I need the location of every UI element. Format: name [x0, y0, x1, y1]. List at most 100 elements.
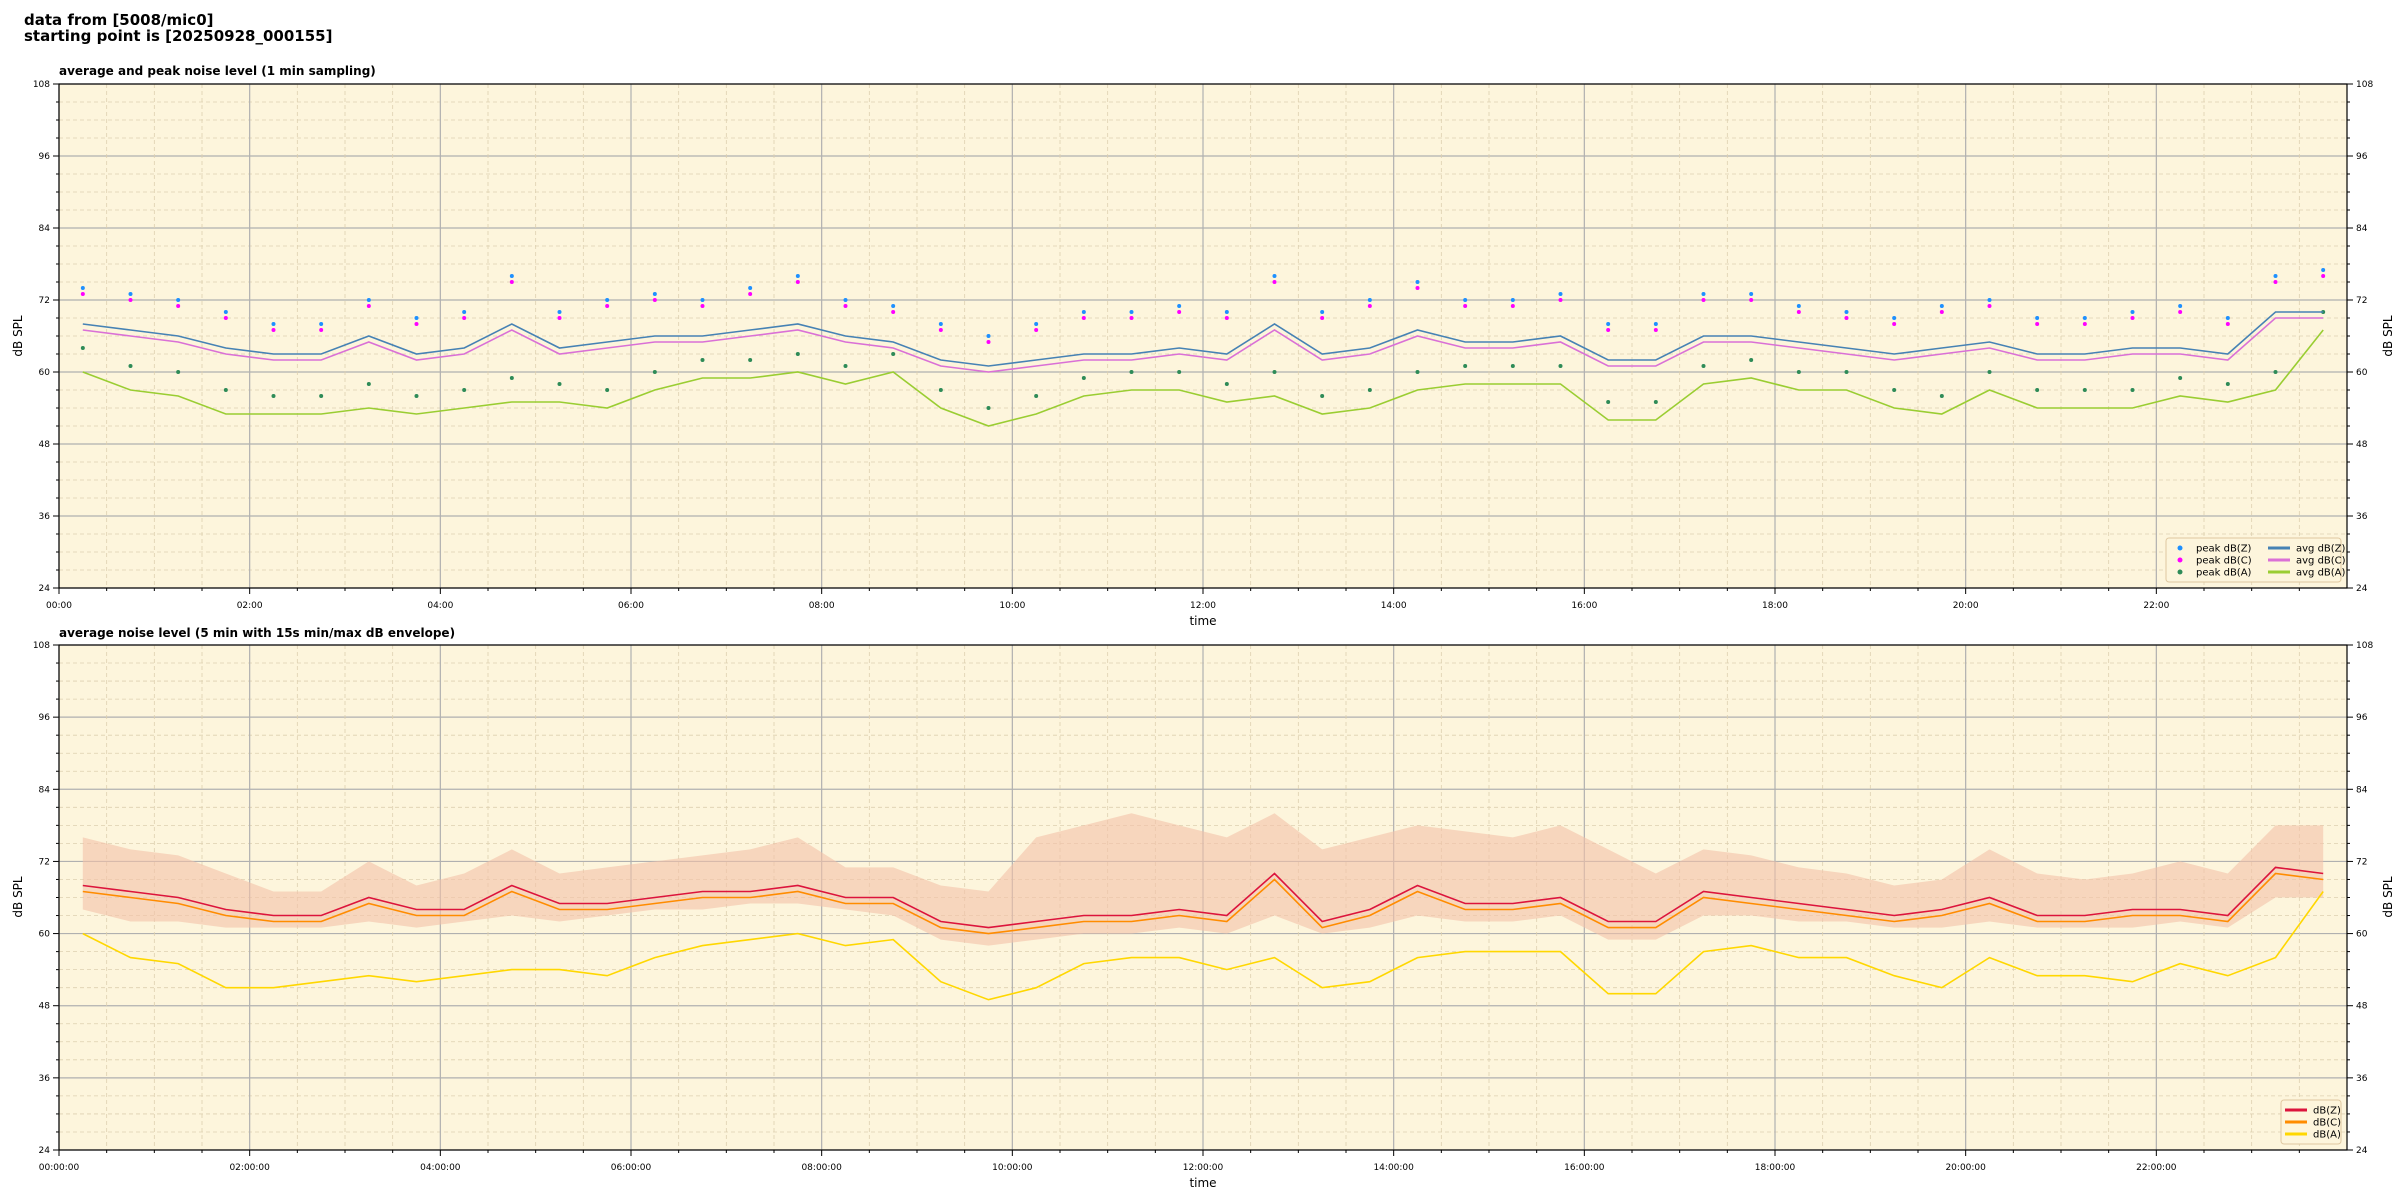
y-tick-label-right: 96: [2356, 713, 2368, 723]
point-peak-db-a: [1081, 376, 1086, 380]
point-peak-db-a: [1653, 400, 1658, 404]
point-peak-db-a: [2082, 388, 2087, 392]
point-peak-db-c: [2178, 310, 2183, 314]
y-tick-label-left: 96: [39, 713, 51, 723]
point-peak-db-c: [414, 322, 419, 326]
envelope-band: [82, 813, 2324, 946]
x-tick-label: 06:00:00: [611, 1163, 652, 1173]
y-tick-label-left: 108: [33, 641, 50, 651]
y-tick-label-left: 48: [39, 440, 51, 450]
y-tick-label-left: 72: [39, 296, 50, 306]
point-peak-db-c: [795, 280, 800, 284]
point-peak-db-a: [891, 352, 896, 356]
legend-label: avg dB(Z): [2296, 544, 2346, 555]
y-tick-label-left: 48: [39, 1002, 51, 1012]
point-peak-db-c: [1558, 298, 1563, 302]
y-tick-label-right: 72: [2356, 296, 2367, 306]
plot1-title: average and peak noise level (1 min samp…: [59, 64, 376, 78]
header-start: starting point is [20250928_000155]: [24, 27, 333, 45]
series-line-db-c: [82, 872, 2324, 935]
x-tick-label: 02:00:00: [229, 1163, 270, 1173]
plot1-frame: [58, 83, 2348, 589]
point-peak-db-c: [366, 304, 371, 308]
point-peak-db-a: [1272, 370, 1277, 374]
y-tick-label-left: 108: [33, 80, 50, 90]
x-tick-label: 18:00:00: [1755, 1163, 1796, 1173]
plot2-title: average noise level (5 min with 15s min/…: [59, 626, 455, 640]
point-peak-db-c: [1463, 304, 1468, 308]
point-peak-db-z: [1987, 298, 1992, 302]
point-peak-db-a: [319, 394, 324, 398]
point-peak-db-c: [128, 298, 133, 302]
point-peak-db-a: [1606, 400, 1611, 404]
point-peak-db-z: [605, 298, 610, 302]
series-line-db-z: [82, 866, 2324, 929]
point-peak-db-z: [414, 316, 419, 320]
point-peak-db-c: [1892, 322, 1897, 326]
x-tick-label: 18:00: [1762, 601, 1788, 611]
point-peak-db-z: [1796, 304, 1801, 308]
x-tick-label: 14:00: [1381, 601, 1407, 611]
x-tick-label: 08:00:00: [801, 1163, 842, 1173]
point-peak-db-z: [80, 286, 85, 290]
point-peak-db-c: [843, 304, 848, 308]
point-peak-db-c: [1796, 310, 1801, 314]
point-peak-db-z: [2130, 310, 2135, 314]
point-peak-db-c: [1177, 310, 1182, 314]
point-peak-db-c: [223, 316, 228, 320]
x-tick-label: 14:00:00: [1373, 1163, 1414, 1173]
y-tick-label-right: 60: [2356, 368, 2368, 378]
legend-label: peak dB(C): [2196, 556, 2252, 567]
point-peak-db-z: [2273, 274, 2278, 278]
plot1-xlabel: time: [1189, 614, 1216, 628]
y-tick-label-left: 60: [39, 368, 51, 378]
point-peak-db-a: [2035, 388, 2040, 392]
plot1-ylabel-right: dB SPL: [2381, 315, 2395, 357]
point-peak-db-c: [176, 304, 181, 308]
point-peak-db-a: [223, 388, 228, 392]
series-line-avg-db-a: [82, 329, 2324, 427]
point-peak-db-c: [1415, 286, 1420, 290]
y-tick-label-right: 24: [2356, 584, 2368, 594]
x-tick-label: 16:00:00: [1564, 1163, 1605, 1173]
legend-marker: [2177, 569, 2183, 575]
point-peak-db-a: [2273, 370, 2278, 374]
point-peak-db-c: [1606, 328, 1611, 332]
point-peak-db-z: [1367, 298, 1372, 302]
series-line-avg-db-c: [82, 317, 2324, 373]
x-tick-label: 04:00: [427, 601, 453, 611]
point-peak-db-c: [891, 310, 896, 314]
y-tick-label-right: 96: [2356, 152, 2368, 162]
point-peak-db-a: [1796, 370, 1801, 374]
point-peak-db-c: [1939, 310, 1944, 314]
point-peak-db-z: [891, 304, 896, 308]
point-peak-db-z: [1510, 298, 1515, 302]
point-peak-db-c: [2321, 274, 2326, 278]
point-peak-db-z: [509, 274, 514, 278]
y-tick-label-right: 60: [2356, 930, 2368, 940]
point-peak-db-z: [1081, 310, 1086, 314]
y-tick-label-right: 36: [2356, 1074, 2368, 1084]
point-peak-db-z: [843, 298, 848, 302]
point-peak-db-a: [1892, 388, 1897, 392]
x-tick-label: 20:00: [1953, 601, 1979, 611]
x-tick-label: 02:00: [237, 601, 263, 611]
point-peak-db-a: [1844, 370, 1849, 374]
y-tick-label-right: 72: [2356, 857, 2367, 867]
y-tick-label-right: 108: [2356, 80, 2373, 90]
point-peak-db-z: [652, 292, 657, 296]
point-peak-db-z: [176, 298, 181, 302]
point-peak-db-z: [1224, 310, 1229, 314]
point-peak-db-z: [1034, 322, 1039, 326]
point-peak-db-c: [1224, 316, 1229, 320]
legend-label: peak dB(Z): [2196, 544, 2252, 555]
point-peak-db-a: [2178, 376, 2183, 380]
point-peak-db-c: [1081, 316, 1086, 320]
legend-label: dB(A): [2313, 1130, 2341, 1141]
y-tick-label-left: 84: [39, 224, 51, 234]
point-peak-db-a: [748, 358, 753, 362]
point-peak-db-c: [1272, 280, 1277, 284]
point-peak-db-a: [700, 358, 705, 362]
point-peak-db-a: [176, 370, 181, 374]
series-line-avg-db-z: [82, 311, 2324, 367]
